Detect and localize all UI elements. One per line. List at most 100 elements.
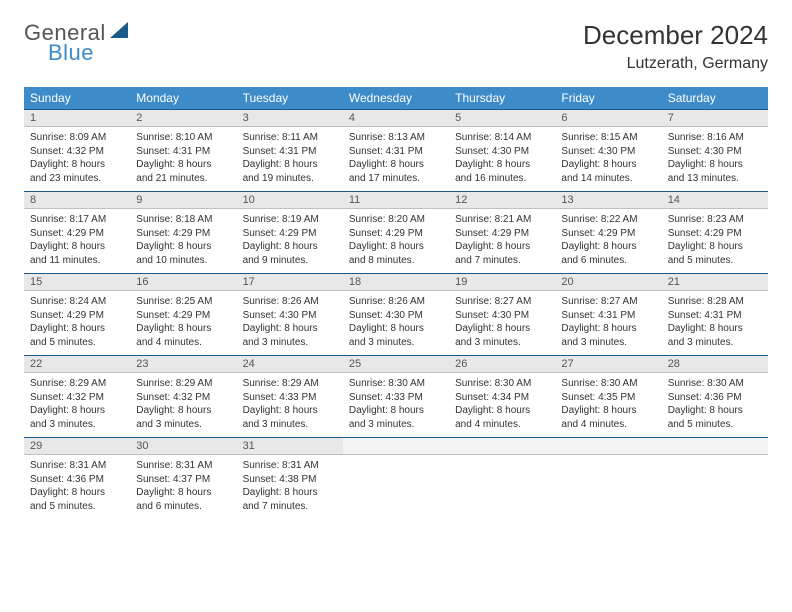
daylight-text: Daylight: 8 hours bbox=[349, 322, 443, 336]
daylight-text: Daylight: 8 hours bbox=[455, 158, 549, 172]
calendar-day-cell: 30Sunrise: 8:31 AMSunset: 4:37 PMDayligh… bbox=[130, 437, 236, 519]
calendar-week-row: 1Sunrise: 8:09 AMSunset: 4:32 PMDaylight… bbox=[24, 109, 768, 191]
day-number: 30 bbox=[130, 437, 236, 455]
day-number: 7 bbox=[662, 109, 768, 127]
daylight-text: and 3 minutes. bbox=[668, 336, 762, 350]
day-body: Sunrise: 8:13 AMSunset: 4:31 PMDaylight:… bbox=[343, 127, 449, 191]
daylight-text: and 21 minutes. bbox=[136, 172, 230, 186]
sunset-text: Sunset: 4:38 PM bbox=[243, 473, 337, 487]
weekday-header: Thursday bbox=[449, 87, 555, 109]
day-body: Sunrise: 8:27 AMSunset: 4:31 PMDaylight:… bbox=[555, 291, 661, 355]
sunrise-text: Sunrise: 8:15 AM bbox=[561, 131, 655, 145]
sunset-text: Sunset: 4:33 PM bbox=[243, 391, 337, 405]
day-body: Sunrise: 8:10 AMSunset: 4:31 PMDaylight:… bbox=[130, 127, 236, 191]
day-body bbox=[662, 455, 768, 465]
sunrise-text: Sunrise: 8:09 AM bbox=[30, 131, 124, 145]
day-number: 1 bbox=[24, 109, 130, 127]
calendar-day-cell bbox=[449, 437, 555, 519]
calendar-day-cell: 21Sunrise: 8:28 AMSunset: 4:31 PMDayligh… bbox=[662, 273, 768, 355]
sunrise-text: Sunrise: 8:26 AM bbox=[349, 295, 443, 309]
title-block: December 2024 Lutzerath, Germany bbox=[583, 20, 768, 73]
brand-logo: General Blue bbox=[24, 20, 128, 66]
day-body: Sunrise: 8:31 AMSunset: 4:36 PMDaylight:… bbox=[24, 455, 130, 519]
daylight-text: and 8 minutes. bbox=[349, 254, 443, 268]
day-number: 18 bbox=[343, 273, 449, 291]
daylight-text: Daylight: 8 hours bbox=[136, 404, 230, 418]
daylight-text: and 5 minutes. bbox=[30, 336, 124, 350]
daylight-text: Daylight: 8 hours bbox=[30, 486, 124, 500]
calendar-day-cell: 29Sunrise: 8:31 AMSunset: 4:36 PMDayligh… bbox=[24, 437, 130, 519]
sunrise-text: Sunrise: 8:10 AM bbox=[136, 131, 230, 145]
daylight-text: Daylight: 8 hours bbox=[561, 240, 655, 254]
daylight-text: Daylight: 8 hours bbox=[30, 240, 124, 254]
sunrise-text: Sunrise: 8:30 AM bbox=[561, 377, 655, 391]
daylight-text: Daylight: 8 hours bbox=[561, 322, 655, 336]
calendar-day-cell: 7Sunrise: 8:16 AMSunset: 4:30 PMDaylight… bbox=[662, 109, 768, 191]
calendar-day-cell: 31Sunrise: 8:31 AMSunset: 4:38 PMDayligh… bbox=[237, 437, 343, 519]
day-body: Sunrise: 8:17 AMSunset: 4:29 PMDaylight:… bbox=[24, 209, 130, 273]
sunrise-text: Sunrise: 8:16 AM bbox=[668, 131, 762, 145]
page-header: General Blue December 2024 Lutzerath, Ge… bbox=[24, 20, 768, 73]
sunset-text: Sunset: 4:31 PM bbox=[668, 309, 762, 323]
sunset-text: Sunset: 4:31 PM bbox=[136, 145, 230, 159]
calendar-week-row: 29Sunrise: 8:31 AMSunset: 4:36 PMDayligh… bbox=[24, 437, 768, 519]
sunrise-text: Sunrise: 8:31 AM bbox=[243, 459, 337, 473]
daylight-text: and 3 minutes. bbox=[243, 336, 337, 350]
daylight-text: and 3 minutes. bbox=[349, 418, 443, 432]
daylight-text: Daylight: 8 hours bbox=[349, 404, 443, 418]
day-body: Sunrise: 8:30 AMSunset: 4:34 PMDaylight:… bbox=[449, 373, 555, 437]
daylight-text: Daylight: 8 hours bbox=[136, 240, 230, 254]
day-body: Sunrise: 8:28 AMSunset: 4:31 PMDaylight:… bbox=[662, 291, 768, 355]
sunrise-text: Sunrise: 8:27 AM bbox=[455, 295, 549, 309]
daylight-text: and 3 minutes. bbox=[349, 336, 443, 350]
daylight-text: Daylight: 8 hours bbox=[136, 322, 230, 336]
day-number: 10 bbox=[237, 191, 343, 209]
sunset-text: Sunset: 4:30 PM bbox=[561, 145, 655, 159]
weekday-header: Saturday bbox=[662, 87, 768, 109]
sunrise-text: Sunrise: 8:30 AM bbox=[668, 377, 762, 391]
daylight-text: Daylight: 8 hours bbox=[30, 404, 124, 418]
day-body: Sunrise: 8:26 AMSunset: 4:30 PMDaylight:… bbox=[237, 291, 343, 355]
sunrise-text: Sunrise: 8:21 AM bbox=[455, 213, 549, 227]
daylight-text: and 3 minutes. bbox=[136, 418, 230, 432]
day-number: 12 bbox=[449, 191, 555, 209]
sunrise-text: Sunrise: 8:14 AM bbox=[455, 131, 549, 145]
day-body: Sunrise: 8:24 AMSunset: 4:29 PMDaylight:… bbox=[24, 291, 130, 355]
sunrise-text: Sunrise: 8:29 AM bbox=[136, 377, 230, 391]
day-number bbox=[449, 437, 555, 455]
day-body: Sunrise: 8:30 AMSunset: 4:36 PMDaylight:… bbox=[662, 373, 768, 437]
daylight-text: Daylight: 8 hours bbox=[668, 322, 762, 336]
day-number: 22 bbox=[24, 355, 130, 373]
calendar-week-row: 15Sunrise: 8:24 AMSunset: 4:29 PMDayligh… bbox=[24, 273, 768, 355]
calendar-day-cell: 8Sunrise: 8:17 AMSunset: 4:29 PMDaylight… bbox=[24, 191, 130, 273]
daylight-text: Daylight: 8 hours bbox=[136, 486, 230, 500]
daylight-text: and 6 minutes. bbox=[136, 500, 230, 514]
daylight-text: and 11 minutes. bbox=[30, 254, 124, 268]
daylight-text: and 6 minutes. bbox=[561, 254, 655, 268]
calendar-day-cell: 10Sunrise: 8:19 AMSunset: 4:29 PMDayligh… bbox=[237, 191, 343, 273]
day-body: Sunrise: 8:30 AMSunset: 4:35 PMDaylight:… bbox=[555, 373, 661, 437]
calendar-day-cell: 1Sunrise: 8:09 AMSunset: 4:32 PMDaylight… bbox=[24, 109, 130, 191]
weekday-header: Sunday bbox=[24, 87, 130, 109]
calendar-day-cell: 26Sunrise: 8:30 AMSunset: 4:34 PMDayligh… bbox=[449, 355, 555, 437]
sunrise-text: Sunrise: 8:11 AM bbox=[243, 131, 337, 145]
calendar-day-cell: 27Sunrise: 8:30 AMSunset: 4:35 PMDayligh… bbox=[555, 355, 661, 437]
sunset-text: Sunset: 4:29 PM bbox=[455, 227, 549, 241]
sunset-text: Sunset: 4:31 PM bbox=[243, 145, 337, 159]
daylight-text: and 3 minutes. bbox=[243, 418, 337, 432]
daylight-text: Daylight: 8 hours bbox=[455, 404, 549, 418]
calendar-day-cell bbox=[555, 437, 661, 519]
day-body: Sunrise: 8:29 AMSunset: 4:33 PMDaylight:… bbox=[237, 373, 343, 437]
calendar-day-cell: 18Sunrise: 8:26 AMSunset: 4:30 PMDayligh… bbox=[343, 273, 449, 355]
daylight-text: Daylight: 8 hours bbox=[561, 404, 655, 418]
daylight-text: and 10 minutes. bbox=[136, 254, 230, 268]
day-body: Sunrise: 8:31 AMSunset: 4:37 PMDaylight:… bbox=[130, 455, 236, 519]
day-body: Sunrise: 8:29 AMSunset: 4:32 PMDaylight:… bbox=[130, 373, 236, 437]
day-number: 23 bbox=[130, 355, 236, 373]
daylight-text: Daylight: 8 hours bbox=[243, 404, 337, 418]
daylight-text: and 5 minutes. bbox=[668, 418, 762, 432]
daylight-text: Daylight: 8 hours bbox=[30, 322, 124, 336]
sunrise-text: Sunrise: 8:30 AM bbox=[349, 377, 443, 391]
day-number: 24 bbox=[237, 355, 343, 373]
brand-flag-icon bbox=[110, 22, 128, 38]
